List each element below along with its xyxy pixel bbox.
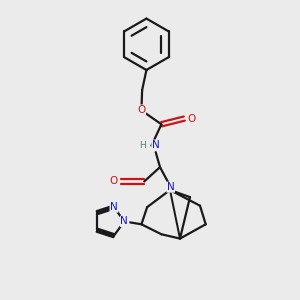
Text: H: H	[140, 140, 146, 149]
Text: N: N	[110, 202, 118, 212]
Text: O: O	[137, 105, 146, 115]
Text: N: N	[120, 216, 128, 226]
Text: N: N	[152, 140, 160, 150]
Text: O: O	[110, 176, 118, 186]
Text: N: N	[167, 182, 175, 192]
Text: N: N	[121, 216, 129, 226]
Text: O: O	[187, 114, 196, 124]
